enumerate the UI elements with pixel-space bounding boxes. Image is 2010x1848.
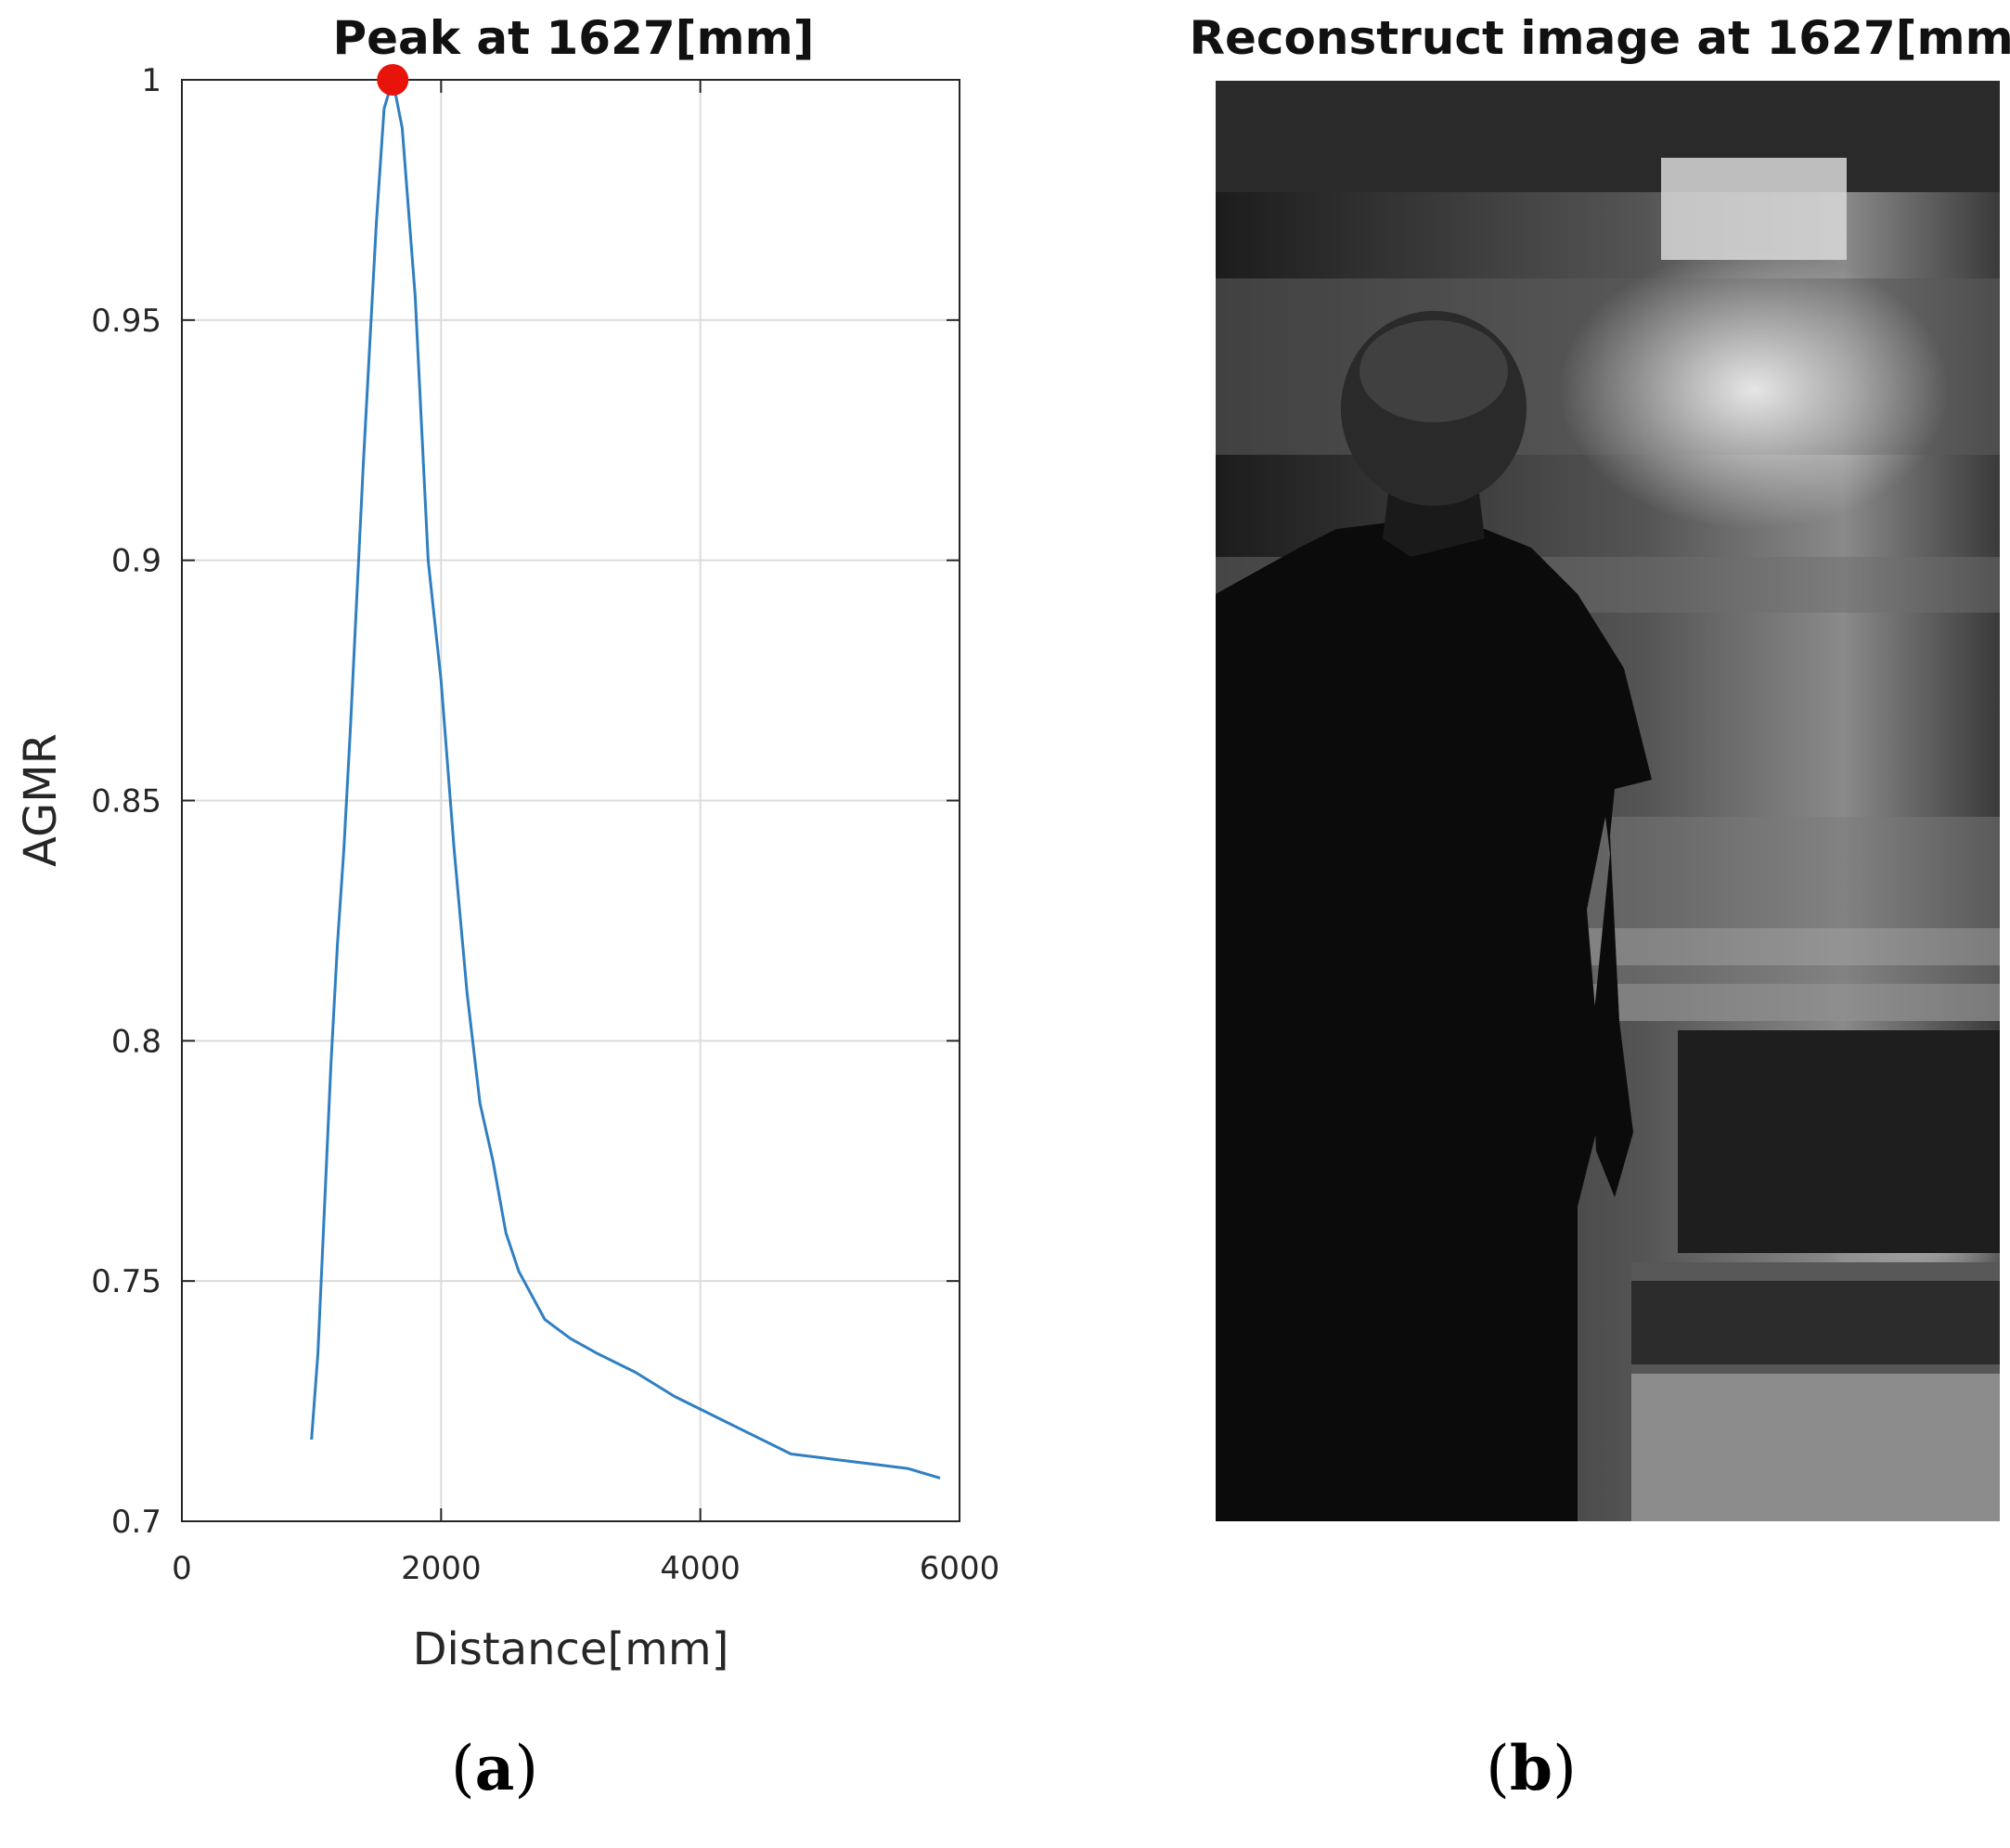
x-tick-labels: 0 2000 4000 6000 [172,1550,999,1587]
y-tick-labels: 0.7 0.75 0.8 0.85 0.9 0.95 1 [91,62,161,1541]
y-tick-label: 0.75 [91,1263,161,1300]
chart-a-title: Peak at 1627[mm] [332,11,814,65]
agmr-series-line [310,78,941,1480]
x-tick-label: 0 [172,1550,192,1587]
x-tick-label: 6000 [920,1550,1000,1587]
y-tick-label: 0.95 [91,303,161,340]
panel-label-a: (a) [451,1732,538,1804]
y-tick-label: 0.85 [91,783,161,821]
y-tick-label: 0.7 [111,1504,161,1541]
x-tick-label: 2000 [401,1550,482,1587]
y-axis-label: AGMR [15,733,67,867]
agmr-distance-chart: Peak at 1627[mm] 0.70.750.80.850.90.951 … [15,11,999,1804]
reconstructed-image-panel: Reconstruct image at 1627[mm] (b) [1189,11,2010,1804]
x-tick-label: 4000 [660,1550,741,1587]
tick-marks [181,79,960,1522]
y-tick-label: 0.9 [111,543,161,580]
y-tick-label: 0.8 [111,1023,161,1060]
reconstructed-image [1216,81,2000,1521]
peak-marker [377,64,409,96]
panel-label-b: (b) [1486,1732,1577,1804]
y-tick-label: 1 [141,62,161,99]
x-axis-label: Distance[mm] [413,1623,729,1675]
chart-b-title: Reconstruct image at 1627[mm] [1189,11,2010,65]
